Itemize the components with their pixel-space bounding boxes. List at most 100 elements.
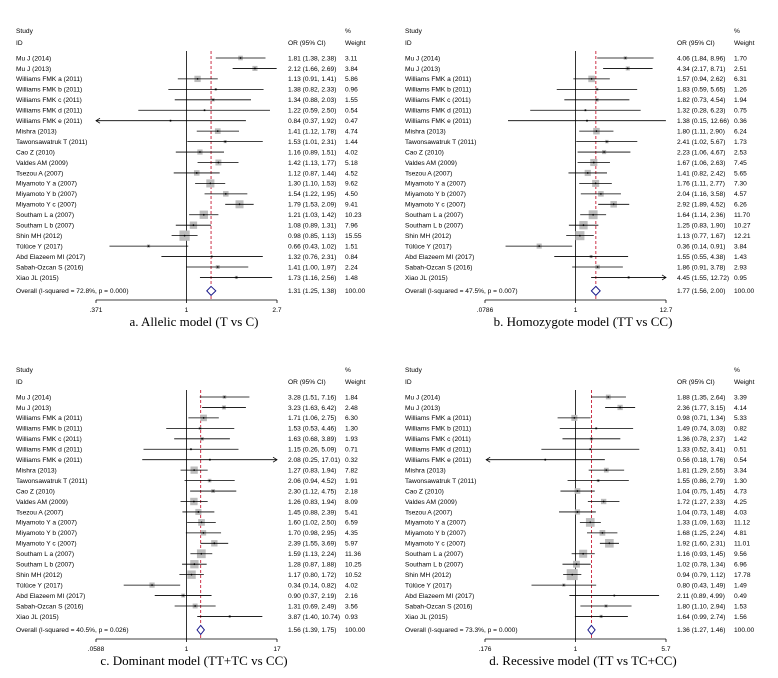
axis-tick-label: 17 (273, 646, 281, 653)
study-weight: 1.49 (734, 582, 747, 589)
header-weight: Weight (734, 40, 755, 47)
study-label: Miyamoto Y b (2007) (16, 530, 77, 537)
study-weight: 0.84 (345, 254, 358, 261)
study-weight: 10.52 (345, 572, 362, 579)
study-label: Southam L b (2007) (405, 562, 463, 569)
study-label: Miyamoto Y b (2007) (16, 191, 77, 198)
point-estimate (199, 151, 201, 153)
point-estimate (600, 192, 602, 195)
study-label: Tawonsawatruk T (2011) (405, 139, 476, 146)
study-weight: 8.09 (345, 499, 358, 506)
point-estimate (602, 500, 605, 503)
study-label: Abd Elazeem MI (2017) (405, 254, 474, 261)
study-or-ci: 1.38 (0.82, 2.33) (288, 87, 336, 94)
study-or-ci: 4.34 (2.17, 8.71) (677, 66, 725, 73)
axis-tick-label: .0786 (477, 307, 494, 314)
point-estimate (595, 98, 598, 101)
study-label: Sabah-Ozcan S (2016) (16, 264, 83, 271)
point-estimate (216, 130, 219, 133)
study-or-ci: 1.71 (1.06, 2.75) (288, 415, 336, 422)
point-estimate (228, 615, 231, 618)
study-weight: 11.12 (734, 520, 750, 527)
study-or-ci: 1.32 (0.28, 6.23) (677, 108, 725, 115)
study-or-ci: 2.23 (1.06, 4.67) (677, 149, 725, 156)
study-label: Tülüce Y (2017) (405, 582, 452, 589)
study-label: Southam L b (2007) (405, 223, 463, 230)
study-or-ci: 4.45 (1.55, 12.72) (677, 275, 729, 282)
study-weight: 11.70 (734, 212, 750, 219)
panel-a: Study ID OR (95% CI)% Weight Mu J (2014) 1.81… (16, 28, 366, 329)
ci-arrow-left (485, 456, 491, 463)
header-weight: Weight (345, 379, 366, 386)
study-or-ci: 1.38 (0.15, 12.66) (677, 118, 729, 125)
panel-caption: b. Homozygote model (TT vs CC) (494, 314, 673, 329)
study-or-ci: 1.28 (0.87, 1.88) (288, 562, 336, 569)
point-estimate (182, 594, 185, 597)
study-or-ci: 1.86 (0.91, 3.78) (677, 264, 725, 271)
study-or-ci: 1.55 (0.86, 2.79) (677, 478, 725, 485)
study-label: Williams FMK d (2011) (16, 108, 82, 115)
study-label: Miyamoto Y c (2007) (405, 541, 466, 548)
study-label: Mu J (2014) (405, 55, 440, 62)
header-or-ci: OR (95% CI) (288, 379, 326, 386)
study-weight: 2.53 (734, 149, 747, 156)
header-or-ci: OR (95% CI) (677, 379, 715, 386)
axis-tick-label: .176 (479, 646, 492, 653)
point-estimate (590, 255, 593, 258)
study-label: Williams FMK c (2011) (405, 436, 471, 443)
study-or-ci: 0.66 (0.43, 1.02) (288, 243, 336, 250)
point-estimate (590, 78, 593, 80)
study-weight: 0.95 (734, 275, 747, 282)
study-weight: 4.03 (734, 509, 747, 516)
study-weight: 4.35 (345, 530, 358, 537)
point-estimate (203, 109, 206, 112)
study-or-ci: 1.08 (0.89, 1.31) (288, 223, 336, 230)
study-or-ci: 2.41 (1.02, 5.67) (677, 139, 725, 146)
study-weight: 5.33 (734, 415, 747, 422)
header-id: ID (16, 379, 23, 386)
study-or-ci: 1.92 (1.60, 2.31) (677, 541, 725, 548)
study-or-ci: 0.36 (0.14, 0.91) (677, 243, 725, 250)
study-or-ci: 1.49 (0.74, 3.03) (677, 426, 725, 433)
study-or-ci: 1.17 (0.80, 1.72) (288, 572, 336, 579)
panel-d: Study ID OR (95% CI)% Weight Mu J (2014) 1.88… (405, 367, 755, 668)
study-weight: 9.62 (345, 181, 358, 188)
study-weight: 15.55 (345, 233, 362, 240)
point-estimate (202, 213, 205, 216)
axis-tick-label: 2.7 (272, 307, 281, 314)
study-weight: 5.97 (345, 541, 358, 548)
overall-or-ci: 1.77 (1.56, 2.00) (677, 288, 725, 295)
header-percent: % (345, 28, 351, 35)
study-weight: 0.51 (734, 447, 747, 454)
study-weight: 0.75 (734, 108, 747, 115)
study-label: Williams FMK d (2011) (405, 447, 471, 454)
study-weight: 2.18 (345, 488, 358, 495)
study-label: Williams FMK b (2011) (405, 87, 471, 94)
study-label: Miyamoto Y a (2007) (405, 181, 466, 188)
study-label: Miyamoto Y b (2007) (405, 530, 466, 537)
header-study: Study (16, 367, 34, 374)
study-or-ci: 0.80 (0.43, 1.49) (677, 582, 725, 589)
study-or-ci: 2.36 (1.77, 3.15) (677, 405, 725, 412)
point-estimate (578, 234, 581, 237)
point-estimate (624, 57, 627, 59)
study-weight: 3.34 (734, 467, 747, 474)
point-estimate (626, 67, 629, 70)
study-weight: 4.81 (734, 530, 747, 537)
point-estimate (586, 119, 588, 122)
study-or-ci: 1.88 (1.35, 2.64) (677, 394, 725, 401)
study-label: Cao Z (2010) (405, 149, 444, 156)
study-or-ci: 1.53 (1.01, 2.31) (288, 139, 336, 146)
overall-label: Overall (I-squared = 47.5%, p = 0.007) (405, 288, 518, 295)
study-or-ci: 1.04 (0.73, 1.48) (677, 509, 725, 516)
point-estimate (239, 57, 242, 59)
study-weight: 1.93 (345, 436, 358, 443)
study-weight: 1.51 (345, 243, 358, 250)
study-label: Shin MH (2012) (16, 233, 62, 240)
point-estimate (589, 521, 592, 524)
point-estimate (192, 500, 195, 503)
study-or-ci: 1.54 (1.22, 1.95) (288, 191, 336, 198)
axis-tick-label: 1 (574, 646, 578, 653)
point-estimate (595, 427, 598, 430)
